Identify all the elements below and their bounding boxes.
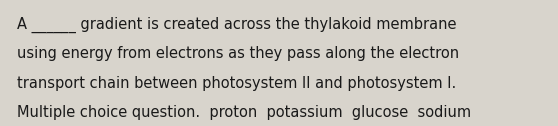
Text: A ______ gradient is created across the thylakoid membrane: A ______ gradient is created across the … xyxy=(17,16,456,33)
Text: transport chain between photosystem II and photosystem I.: transport chain between photosystem II a… xyxy=(17,76,456,91)
Text: Multiple choice question.  proton  potassium  glucose  sodium: Multiple choice question. proton potassi… xyxy=(17,105,471,120)
Text: using energy from electrons as they pass along the electron: using energy from electrons as they pass… xyxy=(17,46,459,61)
